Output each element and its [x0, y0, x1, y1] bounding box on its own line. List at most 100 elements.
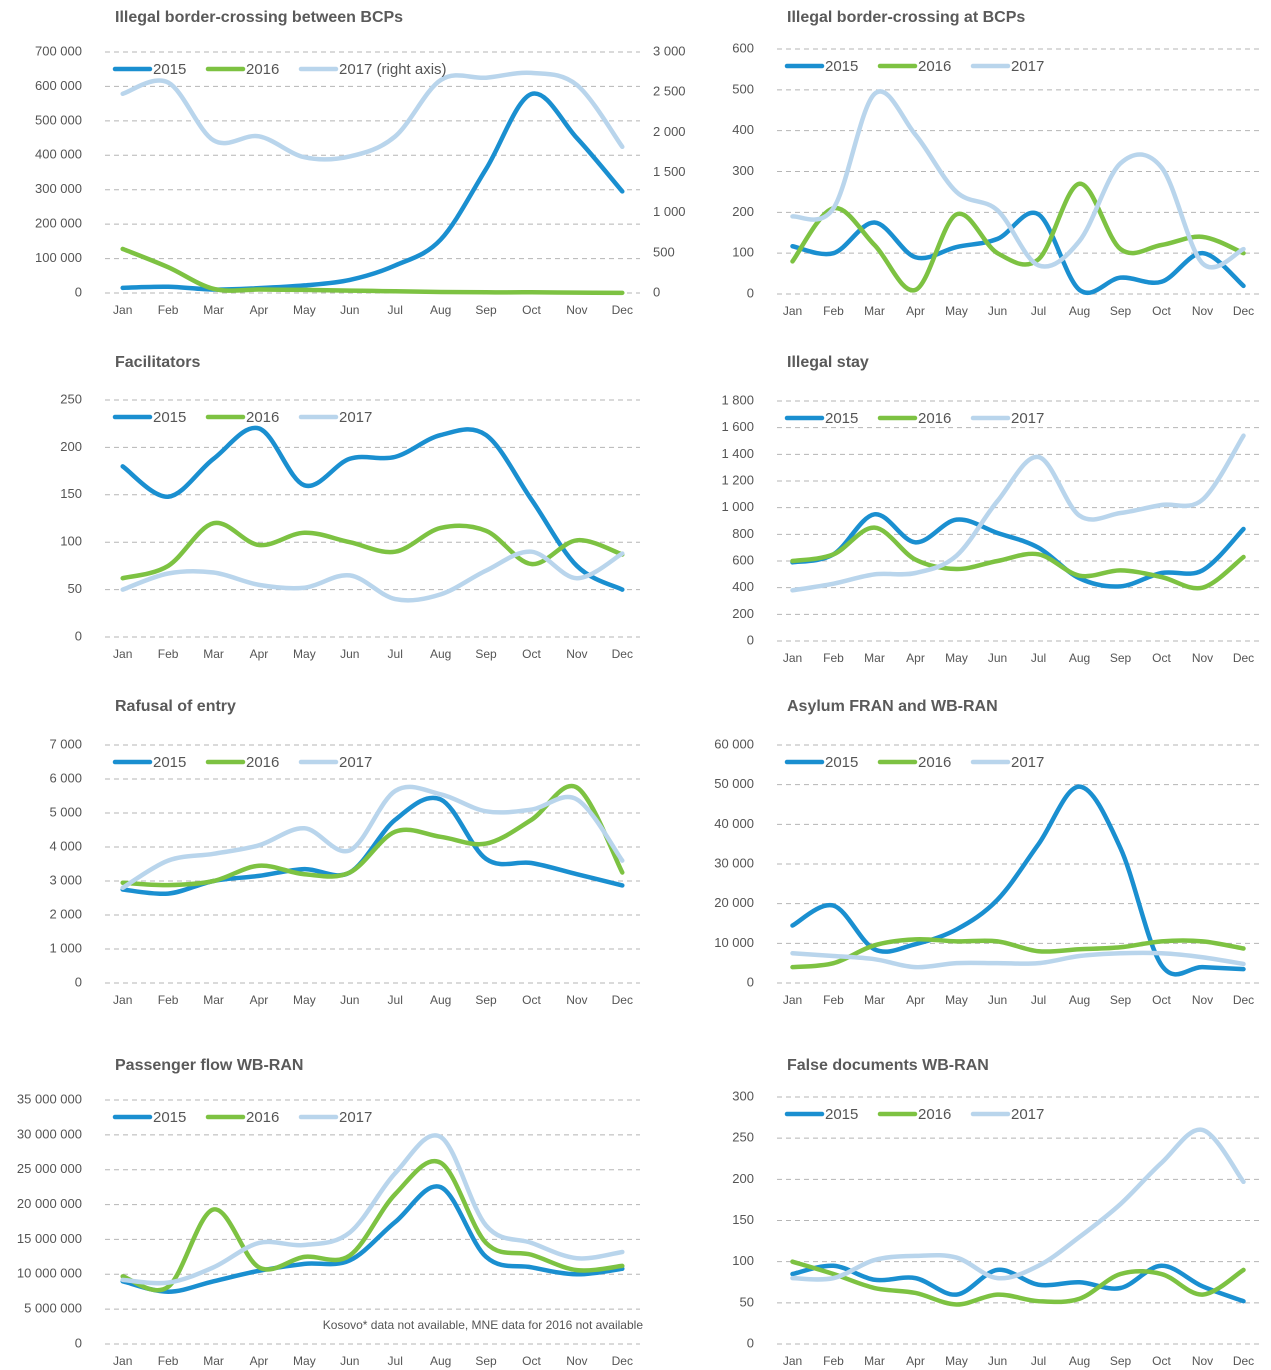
y-tick-label: 0: [747, 1335, 754, 1350]
x-tick-label: Mar: [203, 993, 224, 1007]
y-tick-label: 700 000: [35, 43, 82, 58]
x-tick-label: Feb: [158, 647, 179, 661]
series-line: [790, 181, 1246, 293]
x-tick-label: May: [945, 304, 968, 318]
x-tick-label: Nov: [566, 1354, 587, 1368]
x-tick-label: Feb: [158, 303, 179, 317]
x-tick-label: Aug: [1069, 651, 1090, 665]
x-tick-label: Dec: [612, 993, 633, 1007]
legend-label: 2015: [825, 410, 858, 427]
y2-tick-label: 1 500: [653, 164, 686, 179]
y-tick-label: 20 000: [714, 895, 754, 910]
x-tick-label: Aug: [430, 647, 451, 661]
y-tick-label: 0: [75, 1335, 82, 1350]
x-tick-label: Aug: [1069, 993, 1090, 1007]
x-tick-label: Apr: [906, 651, 925, 665]
y-tick-label: 300: [732, 1088, 754, 1103]
x-tick-label: Jul: [1031, 304, 1046, 318]
legend-label: 2016: [918, 58, 951, 75]
y-tick-label: 200: [732, 1171, 754, 1186]
y-tick-label: 5 000 000: [24, 1301, 82, 1316]
series-line: [790, 1259, 1246, 1307]
y-tick-label: 200: [732, 204, 754, 219]
y-tick-label: 3 000: [49, 872, 82, 887]
x-tick-label: Mar: [203, 647, 224, 661]
x-tick-label: May: [293, 647, 316, 661]
x-tick-label: Aug: [430, 1354, 451, 1368]
x-tick-label: Apr: [250, 1354, 269, 1368]
chart-title: Illegal stay: [787, 354, 869, 371]
x-tick-label: Jun: [988, 1354, 1007, 1368]
x-tick-label: Sep: [1110, 651, 1132, 665]
x-tick-label: Jul: [388, 647, 403, 661]
y-tick-label: 400: [732, 579, 754, 594]
x-tick-label: Jan: [113, 1354, 132, 1368]
x-tick-label: Nov: [1192, 993, 1213, 1007]
x-tick-label: Jan: [783, 304, 802, 318]
x-tick-label: Jul: [388, 1354, 403, 1368]
legend-label: 2017: [339, 409, 372, 426]
y-tick-label: 250: [732, 1130, 754, 1145]
y-tick-label: 1 800: [721, 392, 754, 407]
x-tick-label: Apr: [906, 304, 925, 318]
y2-tick-label: 1 000: [653, 204, 686, 219]
x-tick-label: Feb: [158, 993, 179, 1007]
x-tick-label: May: [945, 651, 968, 665]
x-tick-label: Jun: [340, 1354, 359, 1368]
chart-title: Illegal border-crossing at BCPs: [787, 9, 1025, 26]
x-tick-label: Nov: [1192, 1354, 1213, 1368]
x-tick-label: Dec: [1233, 993, 1254, 1007]
series-line: [120, 549, 625, 603]
x-tick-label: Sep: [475, 647, 497, 661]
series-line: [790, 1127, 1246, 1282]
x-tick-label: Nov: [1192, 304, 1213, 318]
y2-tick-label: 2 000: [653, 124, 686, 139]
legend-label: 2016: [246, 409, 279, 426]
series-line: [120, 1184, 625, 1294]
x-tick-label: Mar: [203, 1354, 224, 1368]
x-tick-label: Sep: [1110, 993, 1132, 1007]
series-line: [790, 512, 1246, 589]
x-tick-label: Jun: [340, 993, 359, 1007]
y-tick-label: 250: [60, 391, 82, 406]
legend-label: 2016: [246, 754, 279, 771]
x-tick-label: Jun: [988, 651, 1007, 665]
x-tick-label: Jan: [783, 993, 802, 1007]
x-tick-label: Dec: [612, 1354, 633, 1368]
legend-label: 2016: [918, 1106, 951, 1123]
x-tick-label: May: [945, 1354, 968, 1368]
chart-title: Passenger flow WB-RAN: [115, 1057, 303, 1074]
x-tick-label: Oct: [1152, 993, 1171, 1007]
y-tick-label: 100: [732, 1253, 754, 1268]
legend-label: 2017: [1011, 410, 1044, 427]
y-tick-label: 25 000 000: [17, 1161, 82, 1176]
y-tick-label: 50: [740, 1294, 754, 1309]
y-tick-label: 4 000: [49, 838, 82, 853]
legend-label: 2015: [825, 1106, 858, 1123]
y-tick-label: 30 000: [714, 855, 754, 870]
y-tick-label: 20 000 000: [17, 1196, 82, 1211]
x-tick-label: Jun: [340, 647, 359, 661]
y-tick-label: 10 000: [714, 935, 754, 950]
x-tick-label: Jul: [1031, 651, 1046, 665]
x-tick-label: May: [945, 993, 968, 1007]
y-tick-label: 0: [747, 632, 754, 647]
x-tick-label: Nov: [1192, 651, 1213, 665]
legend-label: 2017: [339, 1109, 372, 1126]
x-tick-label: Jan: [783, 1354, 802, 1368]
x-tick-label: Oct: [522, 1354, 541, 1368]
y-tick-label: 50 000: [714, 776, 754, 791]
x-tick-label: Dec: [612, 303, 633, 317]
y2-tick-label: 2 500: [653, 84, 686, 99]
chart-title: Facilitators: [115, 354, 200, 371]
x-tick-label: Aug: [1069, 304, 1090, 318]
y-tick-label: 200: [60, 439, 82, 454]
legend-label: 2017: [1011, 754, 1044, 771]
x-tick-label: Sep: [475, 1354, 497, 1368]
x-tick-label: Jan: [113, 647, 132, 661]
x-tick-label: Jul: [388, 993, 403, 1007]
y-tick-label: 150: [60, 486, 82, 501]
series-line: [120, 783, 625, 888]
x-tick-label: Feb: [823, 304, 844, 318]
series-line: [120, 1158, 625, 1293]
